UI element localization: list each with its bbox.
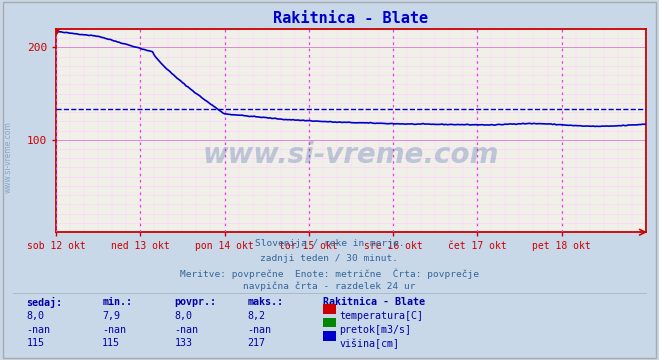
Text: www.si-vreme.com: www.si-vreme.com bbox=[4, 121, 13, 193]
Text: navpična črta - razdelek 24 ur: navpična črta - razdelek 24 ur bbox=[243, 282, 416, 291]
Text: pretok[m3/s]: pretok[m3/s] bbox=[339, 325, 411, 335]
Text: temperatura[C]: temperatura[C] bbox=[339, 311, 423, 321]
Text: -nan: -nan bbox=[26, 325, 50, 335]
Text: 7,9: 7,9 bbox=[102, 311, 120, 321]
Text: min.:: min.: bbox=[102, 297, 132, 307]
Text: Rakitnica - Blate: Rakitnica - Blate bbox=[323, 297, 425, 307]
Title: Rakitnica - Blate: Rakitnica - Blate bbox=[273, 11, 428, 26]
Text: 8,2: 8,2 bbox=[247, 311, 265, 321]
Text: www.si-vreme.com: www.si-vreme.com bbox=[203, 141, 499, 169]
Text: 8,0: 8,0 bbox=[175, 311, 192, 321]
Text: -nan: -nan bbox=[102, 325, 126, 335]
Text: sedaj:: sedaj: bbox=[26, 297, 63, 308]
Text: povpr.:: povpr.: bbox=[175, 297, 217, 307]
Text: -nan: -nan bbox=[247, 325, 271, 335]
Text: 115: 115 bbox=[102, 338, 120, 348]
Text: 133: 133 bbox=[175, 338, 192, 348]
Text: zadnji teden / 30 minut.: zadnji teden / 30 minut. bbox=[260, 254, 399, 263]
Text: -nan: -nan bbox=[175, 325, 198, 335]
Text: 8,0: 8,0 bbox=[26, 311, 44, 321]
Text: Slovenija / reke in morje.: Slovenija / reke in morje. bbox=[255, 239, 404, 248]
Text: 115: 115 bbox=[26, 338, 44, 348]
Text: Meritve: povprečne  Enote: metrične  Črta: povprečje: Meritve: povprečne Enote: metrične Črta:… bbox=[180, 268, 479, 279]
Text: 217: 217 bbox=[247, 338, 265, 348]
Text: višina[cm]: višina[cm] bbox=[339, 338, 399, 349]
Text: maks.:: maks.: bbox=[247, 297, 283, 307]
